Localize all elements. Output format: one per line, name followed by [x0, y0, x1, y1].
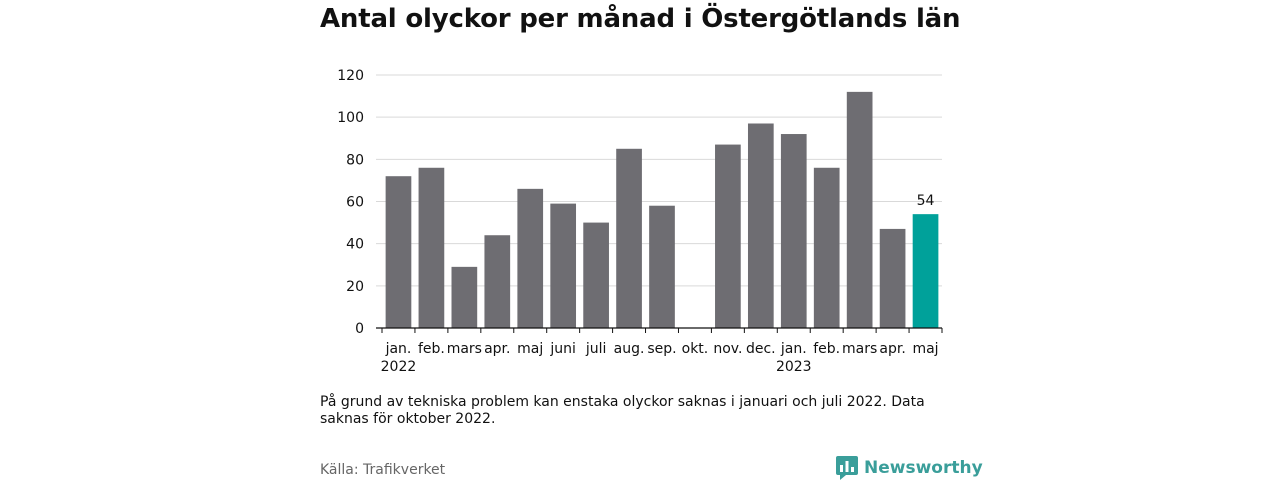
bar: [649, 205, 675, 328]
x-tick-label: jan.: [385, 341, 412, 357]
bar: [747, 123, 774, 328]
brand-name: Newsworthy: [864, 458, 983, 478]
x-tick-label: maj: [517, 341, 543, 357]
x-tick-label: apr.: [879, 341, 905, 357]
x-tick-label: feb.: [813, 341, 840, 357]
bar: [846, 91, 873, 328]
y-tick-label: 60: [346, 195, 364, 211]
bar-value-label: 54: [917, 193, 935, 209]
x-tick-label: maj: [912, 341, 938, 357]
bar: [715, 144, 741, 328]
x-tick-label: okt.: [682, 341, 709, 357]
chart-title: Antal olyckor per månad i Östergötlands …: [320, 4, 961, 34]
x-tick-label: juli: [585, 341, 607, 357]
x-year-label: 2023: [776, 359, 812, 375]
bar: [616, 148, 642, 328]
bar: [583, 222, 609, 328]
y-tick-label: 120: [337, 68, 364, 84]
x-tick-label: juni: [549, 341, 576, 357]
bar: [451, 266, 478, 328]
x-tick-label: mars: [447, 341, 482, 357]
y-tick-label: 40: [346, 237, 364, 253]
x-tick-label: jan.: [780, 341, 807, 357]
y-tick-label: 0: [355, 321, 364, 337]
x-axis-ticks: jan. feb. mars apr. maj juni juli aug. sep. okt. n…: [381, 341, 939, 375]
bar: [517, 188, 544, 328]
bar: [879, 228, 906, 328]
bar-highlight: [912, 214, 939, 328]
x-tick-label: mars: [842, 341, 877, 357]
source-credit: Källa: Trafikverket: [320, 462, 446, 478]
x-year-label: 2022: [381, 359, 417, 375]
y-tick-label: 100: [337, 110, 364, 126]
y-axis-ticks: 0 20 40 60 80 100 120: [337, 68, 364, 337]
bar: [385, 176, 412, 328]
x-tick-label: sep.: [647, 341, 676, 357]
data-labels: 54: [917, 193, 935, 209]
bars: [385, 91, 939, 328]
x-tick-label: aug.: [614, 341, 645, 357]
chart-note: På grund av tekniska problem kan enstaka…: [320, 394, 925, 427]
x-tick-label: nov.: [713, 341, 742, 357]
y-tick-label: 20: [346, 279, 364, 295]
bar: [813, 167, 840, 328]
bar: [780, 134, 807, 328]
bar: [418, 167, 445, 328]
bar: [550, 203, 577, 328]
brand-logo: Newsworthy: [836, 456, 983, 480]
newsworthy-chart-icon: [836, 456, 858, 480]
y-tick-label: 80: [346, 152, 364, 168]
bar: [484, 235, 511, 328]
x-tick-label: feb.: [418, 341, 445, 357]
x-axis: [376, 327, 943, 333]
x-tick-label: apr.: [484, 341, 510, 357]
x-tick-label: dec.: [746, 341, 776, 357]
